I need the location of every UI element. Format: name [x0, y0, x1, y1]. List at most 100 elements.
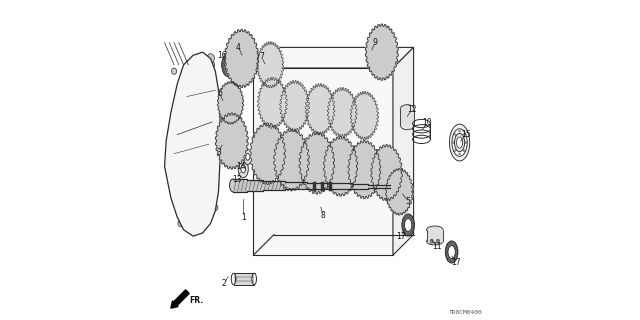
Text: 1: 1 — [241, 212, 246, 222]
Ellipse shape — [223, 90, 238, 116]
Polygon shape — [305, 84, 335, 135]
Ellipse shape — [402, 214, 415, 236]
Ellipse shape — [264, 147, 272, 161]
Polygon shape — [253, 47, 413, 68]
Ellipse shape — [172, 68, 177, 74]
Polygon shape — [216, 113, 248, 169]
Ellipse shape — [207, 54, 214, 63]
Ellipse shape — [289, 96, 300, 116]
Ellipse shape — [246, 153, 250, 160]
Polygon shape — [327, 88, 357, 137]
Ellipse shape — [187, 84, 209, 122]
Polygon shape — [386, 168, 413, 215]
Ellipse shape — [238, 160, 248, 178]
Circle shape — [459, 130, 461, 132]
Ellipse shape — [262, 51, 278, 79]
Polygon shape — [253, 68, 393, 255]
Text: 15: 15 — [461, 130, 471, 139]
Text: 13: 13 — [232, 174, 241, 184]
Ellipse shape — [396, 186, 403, 197]
Ellipse shape — [178, 220, 183, 227]
Polygon shape — [350, 92, 379, 140]
Polygon shape — [299, 132, 335, 194]
Ellipse shape — [337, 159, 344, 173]
Ellipse shape — [400, 121, 414, 130]
Ellipse shape — [436, 241, 439, 243]
Text: 16: 16 — [218, 52, 227, 60]
Ellipse shape — [226, 95, 236, 111]
Text: 5: 5 — [406, 197, 411, 206]
Polygon shape — [250, 123, 285, 185]
Ellipse shape — [287, 153, 296, 167]
Polygon shape — [348, 140, 381, 199]
Circle shape — [459, 153, 461, 155]
Ellipse shape — [359, 107, 370, 125]
Ellipse shape — [377, 156, 396, 189]
Ellipse shape — [360, 163, 368, 176]
Text: 7: 7 — [259, 52, 264, 61]
Ellipse shape — [383, 166, 390, 179]
Text: 8: 8 — [321, 211, 326, 220]
FancyArrow shape — [171, 290, 189, 308]
Ellipse shape — [400, 105, 414, 114]
Ellipse shape — [376, 42, 388, 62]
Ellipse shape — [236, 48, 248, 69]
Ellipse shape — [225, 58, 233, 72]
Polygon shape — [257, 77, 287, 128]
Text: 2: 2 — [222, 279, 227, 288]
Ellipse shape — [310, 152, 323, 175]
Ellipse shape — [226, 131, 238, 151]
Ellipse shape — [355, 152, 374, 187]
Polygon shape — [164, 52, 220, 236]
Ellipse shape — [281, 141, 302, 179]
Ellipse shape — [454, 133, 465, 152]
Ellipse shape — [394, 183, 404, 200]
Text: 11: 11 — [432, 242, 442, 251]
Circle shape — [454, 133, 456, 135]
Ellipse shape — [427, 237, 443, 245]
Text: 4: 4 — [236, 43, 241, 52]
Polygon shape — [233, 179, 390, 192]
Polygon shape — [234, 273, 254, 285]
Ellipse shape — [372, 35, 392, 69]
Polygon shape — [280, 81, 310, 132]
Ellipse shape — [228, 98, 234, 108]
Ellipse shape — [404, 219, 412, 231]
Ellipse shape — [210, 62, 214, 68]
Ellipse shape — [314, 100, 326, 119]
Circle shape — [463, 150, 465, 152]
Ellipse shape — [243, 149, 252, 164]
Polygon shape — [324, 137, 358, 196]
Polygon shape — [218, 82, 244, 124]
Ellipse shape — [448, 245, 455, 259]
Ellipse shape — [356, 101, 373, 130]
Ellipse shape — [231, 41, 252, 76]
Ellipse shape — [334, 155, 347, 177]
Ellipse shape — [358, 159, 371, 180]
Ellipse shape — [184, 77, 212, 128]
Ellipse shape — [430, 239, 433, 242]
Ellipse shape — [228, 134, 236, 148]
Ellipse shape — [192, 93, 204, 112]
Ellipse shape — [378, 46, 386, 59]
Text: 9: 9 — [372, 38, 378, 47]
Text: 17: 17 — [396, 232, 406, 241]
Ellipse shape — [449, 124, 470, 161]
Text: FR.: FR. — [189, 296, 204, 305]
Polygon shape — [257, 42, 284, 88]
Ellipse shape — [311, 94, 329, 125]
Text: 10: 10 — [422, 118, 432, 127]
Polygon shape — [393, 47, 413, 255]
Text: 14: 14 — [237, 163, 246, 172]
Ellipse shape — [185, 163, 204, 195]
Ellipse shape — [265, 56, 275, 74]
Ellipse shape — [257, 135, 278, 172]
Ellipse shape — [222, 124, 242, 158]
Ellipse shape — [188, 169, 201, 189]
Ellipse shape — [306, 145, 328, 182]
Polygon shape — [371, 145, 403, 201]
Ellipse shape — [241, 165, 246, 173]
Circle shape — [465, 142, 467, 143]
Polygon shape — [274, 129, 309, 191]
Ellipse shape — [330, 148, 351, 184]
